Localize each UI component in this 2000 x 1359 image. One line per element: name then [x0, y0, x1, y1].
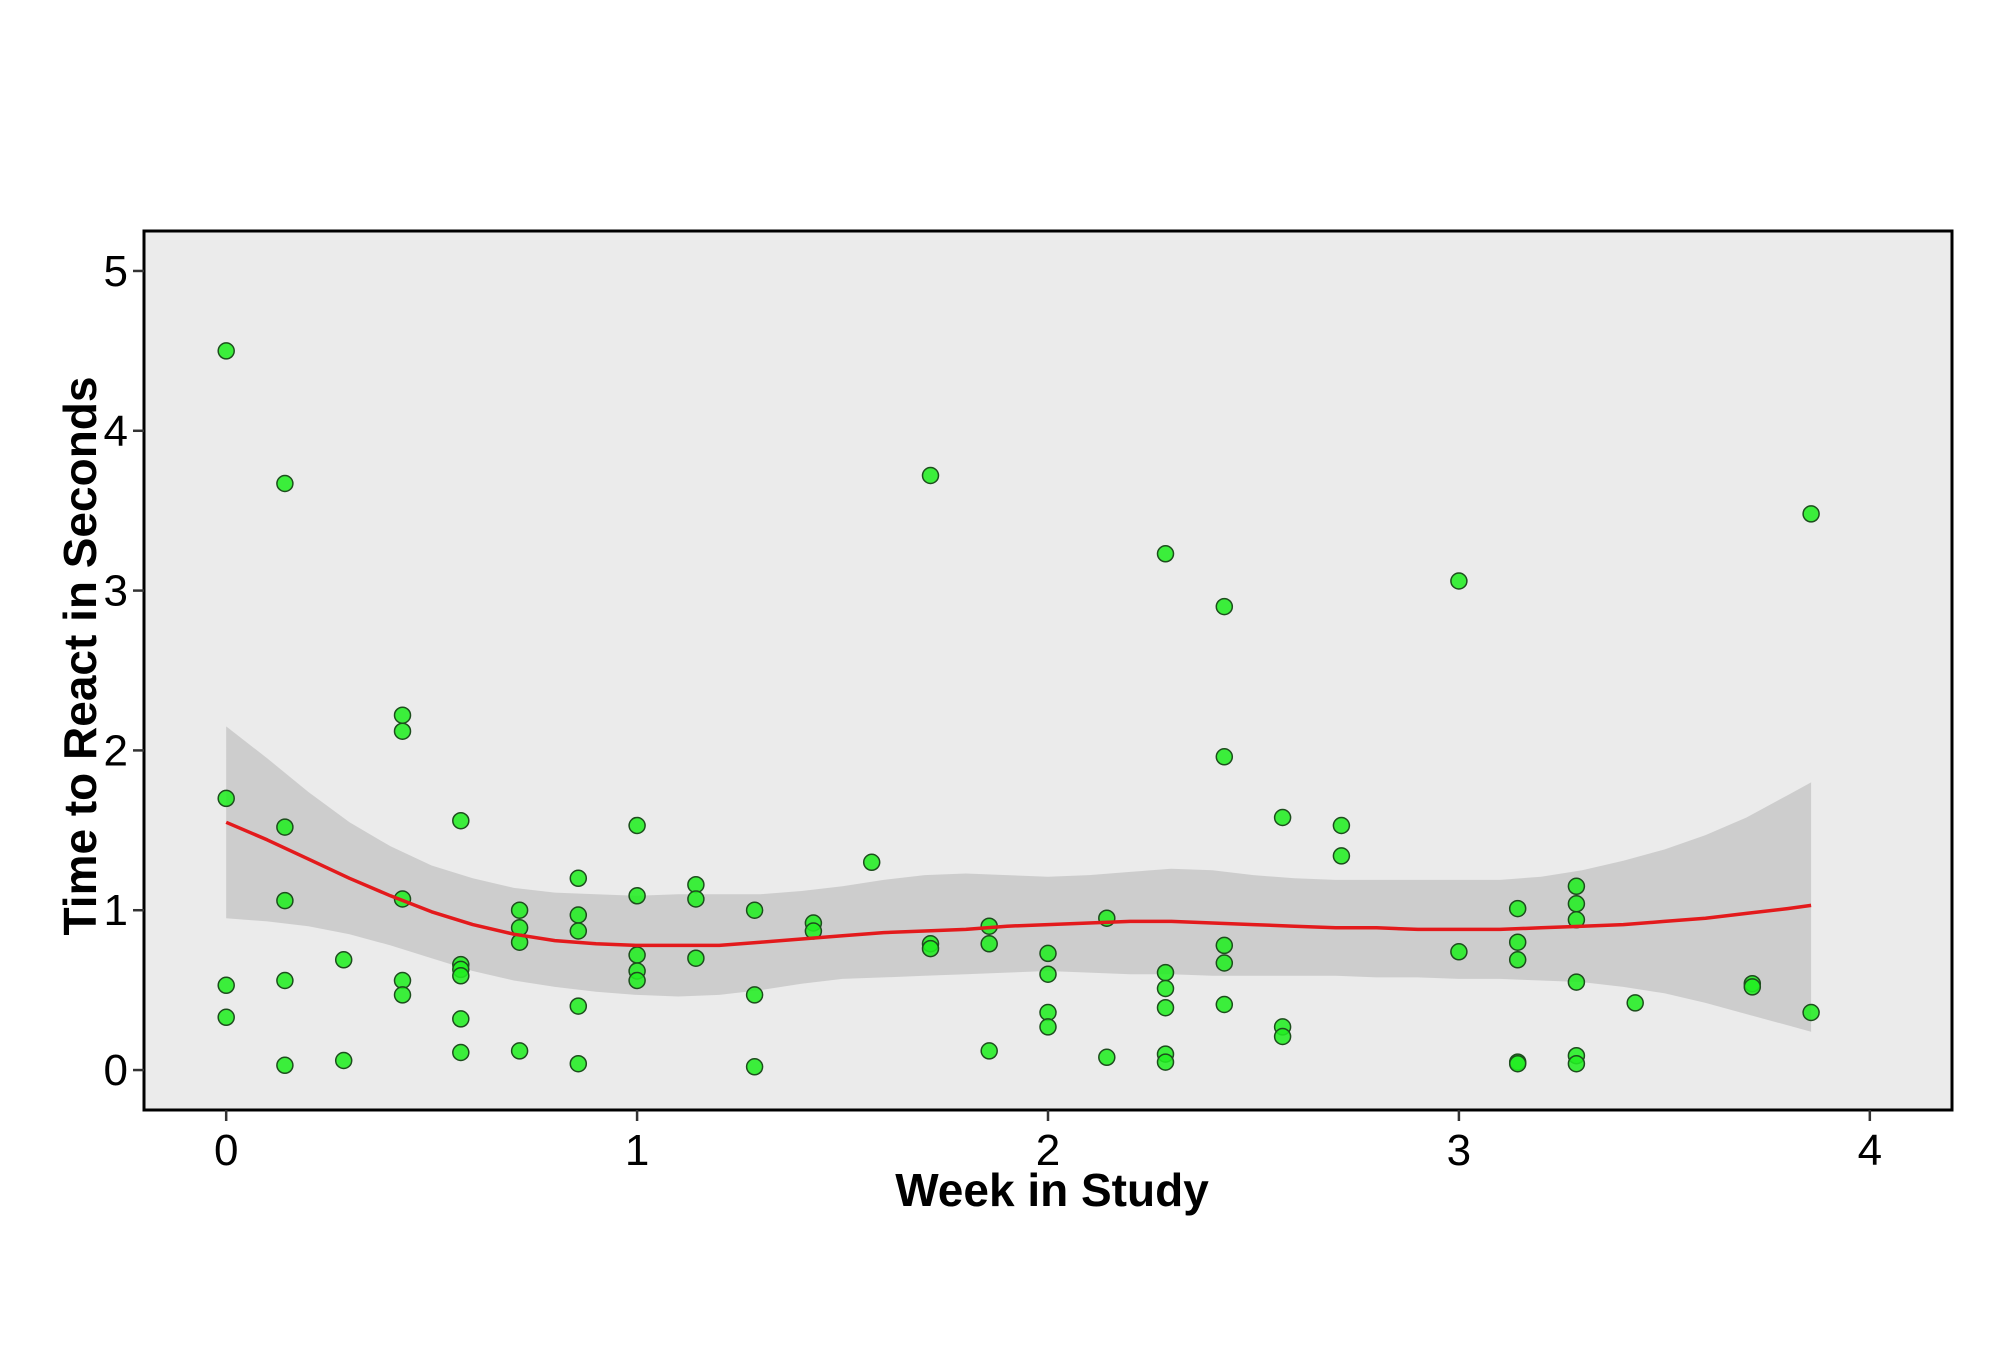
- x-axis-title: Week in Study: [895, 1164, 1209, 1216]
- y-tick-label: 4: [104, 407, 128, 456]
- data-point: [862, 853, 881, 872]
- data-point: [1156, 979, 1175, 998]
- data-point: [1156, 963, 1175, 982]
- data-point: [687, 890, 705, 908]
- data-point: [217, 1008, 235, 1027]
- data-point: [1039, 965, 1057, 983]
- smooth-line: [225, 820, 1812, 948]
- data-point: [1156, 1053, 1175, 1071]
- data-point: [334, 951, 353, 969]
- data-point: [217, 342, 235, 360]
- data-point: [393, 986, 412, 1004]
- y-tick-label: 0: [104, 1046, 128, 1095]
- data-point: [1508, 933, 1527, 951]
- data-point: [921, 939, 940, 958]
- data-point: [569, 922, 588, 940]
- data-point: [452, 811, 470, 830]
- data-point: [628, 816, 646, 835]
- data-point: [276, 818, 294, 836]
- confidence-band-layer: [226, 726, 1812, 1032]
- data-point: [1273, 1027, 1292, 1046]
- x-tick-label: 2: [1036, 1126, 1060, 1175]
- data-point: [1156, 998, 1175, 1017]
- data-point: [569, 997, 588, 1015]
- x-tick-label: 1: [625, 1126, 649, 1175]
- smooth-line-layer: [225, 820, 1812, 948]
- data-point: [452, 1010, 470, 1028]
- data-point: [569, 906, 588, 924]
- data-point: [1567, 877, 1586, 896]
- data-point: [276, 891, 294, 910]
- data-point: [1802, 505, 1820, 523]
- data-point: [1508, 1054, 1527, 1073]
- data-point: [1332, 816, 1351, 835]
- data-point: [510, 901, 529, 919]
- data-point: [1743, 978, 1762, 996]
- data-point: [217, 976, 235, 995]
- data-point: [569, 1054, 588, 1073]
- data-point: [276, 1056, 294, 1075]
- y-tick-label: 3: [104, 567, 128, 616]
- data-point: [921, 466, 940, 485]
- data-point: [393, 722, 412, 740]
- y-axis-title: Time to React in Seconds: [54, 377, 106, 936]
- x-tick-label: 3: [1447, 1126, 1471, 1175]
- data-point: [628, 946, 646, 964]
- data-point: [510, 1042, 529, 1060]
- data-point: [1039, 944, 1057, 963]
- data-point: [1215, 597, 1234, 616]
- data-point: [1039, 1003, 1057, 1022]
- data-point: [1332, 847, 1351, 865]
- data-point: [1215, 936, 1234, 955]
- data-point: [393, 706, 412, 724]
- data-point: [1215, 748, 1234, 766]
- x-tick-label: 0: [214, 1126, 238, 1175]
- data-point: [276, 971, 294, 990]
- data-point: [1098, 1048, 1116, 1067]
- data-point: [334, 1051, 353, 1070]
- data-point: [452, 967, 470, 985]
- data-point: [1567, 973, 1586, 991]
- data-point: [1039, 1018, 1057, 1036]
- data-point: [452, 1043, 470, 1062]
- y-tick-label: 1: [104, 886, 128, 935]
- data-point: [687, 949, 705, 967]
- data-point: [745, 986, 764, 1004]
- data-point: [1567, 895, 1586, 913]
- data-point: [1567, 1054, 1586, 1073]
- y-tick-label: 2: [104, 726, 128, 775]
- data-point: [1626, 994, 1644, 1012]
- data-point: [1508, 951, 1527, 969]
- data-point: [1802, 1003, 1820, 1022]
- data-point: [1215, 954, 1234, 972]
- x-tick-label: 4: [1858, 1126, 1882, 1175]
- data-point: [628, 971, 646, 990]
- y-tick-label: 5: [104, 247, 128, 296]
- data-point: [569, 869, 588, 888]
- data-points-layer: [217, 342, 1820, 1076]
- data-point: [980, 935, 998, 953]
- data-point: [393, 971, 412, 990]
- data-point: [1273, 808, 1292, 827]
- data-point: [1450, 572, 1468, 590]
- data-point: [1215, 995, 1234, 1014]
- data-point: [276, 474, 294, 493]
- data-point: [1508, 899, 1527, 918]
- data-point: [745, 1058, 764, 1076]
- confidence-band: [226, 726, 1812, 1032]
- data-point: [628, 887, 646, 905]
- data-point: [1156, 545, 1175, 563]
- data-point: [217, 789, 235, 808]
- data-point: [745, 901, 764, 919]
- y-axis: 0 1 2 3 4 5: [104, 247, 144, 1095]
- x-axis: 0 1 2 3 4: [214, 1110, 1882, 1175]
- data-point: [980, 1042, 998, 1060]
- data-point: [1450, 943, 1468, 961]
